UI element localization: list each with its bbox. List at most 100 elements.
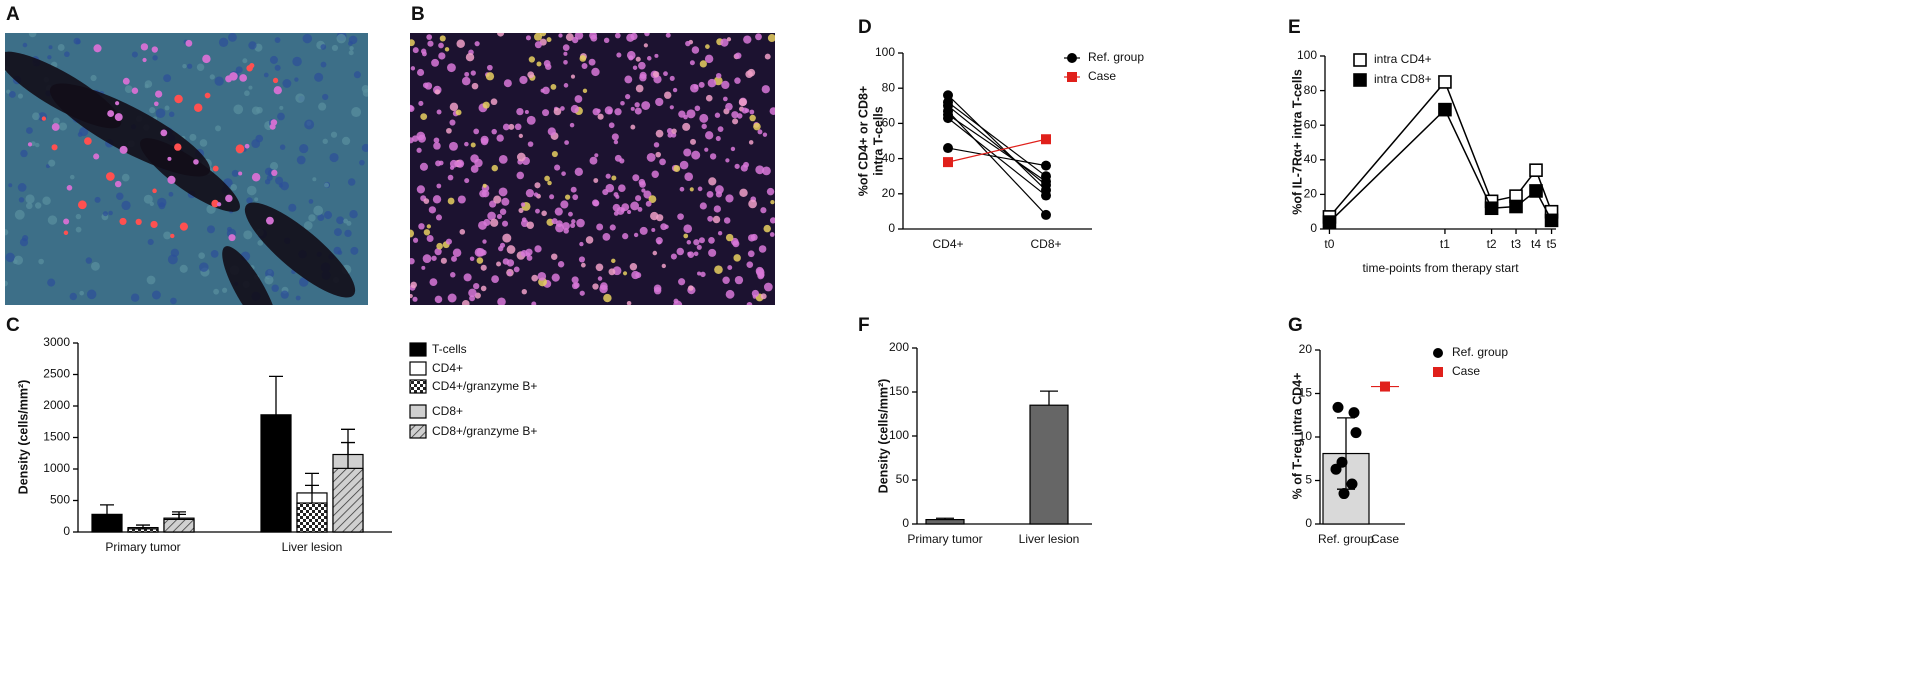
cell (296, 155, 306, 165)
cell (121, 200, 131, 211)
stained-cell (518, 207, 524, 213)
cell (25, 202, 33, 210)
y-tick-label: 60 (882, 116, 896, 130)
stained-cell (645, 200, 652, 207)
cell (314, 72, 324, 82)
cell (322, 138, 328, 145)
x-tick-label: CD4+ (932, 237, 963, 251)
stained-cell (652, 250, 658, 256)
cell (264, 178, 271, 185)
stained-cell (417, 134, 426, 143)
stained-cell (611, 175, 617, 181)
stained-cell (468, 288, 477, 298)
y-axis-label: %of IL-7Rα+ intra T-cells (1290, 69, 1304, 215)
point (943, 113, 953, 124)
stained-cell (715, 185, 724, 194)
stained-cell (762, 132, 768, 137)
stained-cell (732, 240, 740, 248)
cell (22, 235, 29, 242)
stained-cell (527, 141, 534, 147)
stained-cell (635, 56, 641, 62)
cell (210, 249, 219, 258)
cell (349, 46, 354, 51)
stained-cell (452, 248, 462, 257)
stained-cell (603, 293, 612, 303)
cell (47, 55, 52, 60)
cell (90, 74, 97, 82)
cell (124, 85, 133, 94)
stained-cell (464, 71, 470, 77)
y-tick-label: 2000 (43, 398, 70, 412)
cell (151, 290, 161, 300)
stained-cell (551, 253, 558, 260)
error-bar (1040, 390, 1058, 406)
stained-cell (615, 194, 620, 199)
stained-cell (426, 224, 432, 229)
stained-cell (179, 222, 188, 231)
cell (269, 162, 279, 171)
stained-cell (769, 232, 775, 237)
point (1041, 160, 1051, 171)
cell (254, 197, 259, 202)
point (1338, 488, 1350, 500)
cell (279, 144, 286, 150)
stained-cell (571, 276, 579, 284)
cell (317, 213, 325, 221)
stained-cell (574, 95, 583, 103)
cell (189, 133, 197, 141)
stained-cell (185, 39, 193, 47)
stained-cell (650, 211, 659, 221)
stained-cell (578, 256, 586, 263)
stained-cell (487, 211, 496, 221)
line (947, 105, 1047, 186)
x-tick-label: Liver lesion (282, 540, 343, 554)
stained-cell (513, 266, 520, 273)
stained-cell (434, 248, 442, 256)
y-axis-label: Density (cells/mm²) (16, 380, 30, 495)
cell (214, 76, 224, 86)
cell (116, 192, 124, 200)
legend-label: intra CD4+ (1374, 52, 1432, 66)
cell (263, 72, 269, 78)
legend-marker (1433, 367, 1443, 377)
stained-cell (749, 114, 756, 122)
cell (167, 254, 178, 265)
stained-cell (501, 197, 510, 206)
stained-cell (516, 107, 524, 116)
stained-cell (119, 217, 127, 225)
stained-cell (646, 152, 656, 162)
y-tick-label: 0 (63, 524, 70, 538)
stained-cell (155, 90, 163, 98)
stained-cell (418, 223, 425, 230)
cell (318, 102, 327, 111)
stained-cell (555, 223, 565, 233)
cell (147, 238, 154, 246)
stained-cell (683, 148, 692, 157)
legend-label: CD8+ (432, 404, 463, 418)
stained-cell (563, 60, 568, 65)
cell (199, 139, 208, 147)
cell (102, 211, 109, 217)
y-tick-label: 60 (1304, 117, 1318, 131)
cell (215, 125, 222, 132)
cell (168, 191, 174, 197)
legend-swatch (409, 361, 427, 376)
stained-cell (723, 96, 728, 102)
x-tick-label: t3 (1511, 237, 1521, 251)
stained-cell (135, 218, 142, 226)
stained-cell (565, 33, 574, 42)
stained-cell (697, 271, 702, 276)
stained-cell (502, 233, 512, 243)
cell (86, 289, 97, 300)
stained-cell (470, 165, 479, 173)
line (947, 94, 1047, 191)
stained-cell (704, 147, 709, 152)
stained-cell (708, 248, 717, 257)
stained-cell (733, 254, 741, 262)
stained-cell (734, 77, 741, 84)
panel-label: B (411, 4, 425, 25)
stained-cell (626, 33, 635, 42)
cell (361, 84, 368, 93)
cell (155, 108, 166, 119)
